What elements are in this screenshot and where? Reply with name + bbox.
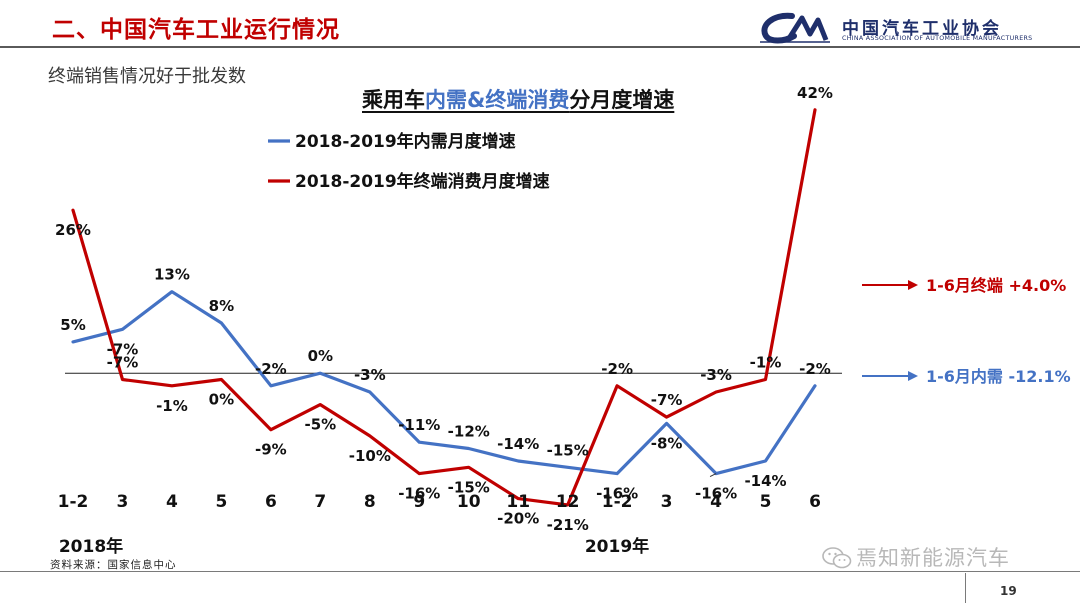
data-label-s1-1: -7% [107, 340, 139, 358]
data-label-s1-14: -14% [744, 472, 786, 490]
x-tick-label-11: 1-2 [602, 492, 633, 512]
logo-en-text: CHINA ASSOCIATION OF AUTOMOBILE MANUFACT… [842, 35, 1033, 42]
wechat-icon [822, 547, 852, 569]
x-tick-label-4: 6 [265, 492, 277, 512]
data-label-s2-2: -1% [156, 397, 188, 415]
logo-mark-icon [760, 12, 830, 44]
logo: 中国汽车工业协会 CHINA ASSOCIATION OF AUTOMOBILE… [758, 12, 1048, 44]
x-tick-label-12: 3 [661, 492, 673, 512]
data-label-s1-7: -11% [398, 416, 440, 434]
data-label-s1-4: -2% [255, 360, 287, 378]
data-label-s1-8: -12% [448, 422, 490, 440]
x-tick-label-10: 12 [556, 492, 580, 512]
annotation-text-2: 1-6月内需 -12.1% [926, 367, 1071, 386]
x-tick-label-7: 9 [413, 492, 425, 512]
data-label-s2-8: -15% [448, 478, 490, 496]
legend-label-2: 2018-2019年终端消费月度增速 [295, 171, 550, 192]
x-tick-label-3: 5 [215, 492, 227, 512]
year-label-2018: 2018年 [59, 536, 123, 557]
x-tick-label-1: 3 [117, 492, 129, 512]
x-tick-label-8: 10 [457, 492, 481, 512]
logo-cn-text: 中国汽车工业协会 [842, 19, 1002, 39]
chart-title-part-2: 内需&终端消费 [425, 88, 570, 112]
data-label-s2-7: -16% [398, 485, 440, 503]
data-label-s2-14: -1% [750, 353, 782, 371]
leader-line [709, 473, 717, 478]
legend-label-1: 2018-2019年内需月度增速 [295, 131, 516, 152]
header-rule [0, 46, 1080, 48]
footer-separator [965, 573, 966, 603]
series-line-1 [71, 290, 817, 476]
watermark: 焉知新能源汽车 [822, 542, 1010, 572]
annotation-arrow-head-1 [908, 280, 918, 290]
subtitle: 终端销售情况好于批发数 [48, 66, 246, 87]
data-label-s2-13: -3% [700, 366, 732, 384]
data-label-s1-6: -3% [354, 366, 386, 384]
data-label-s2-12: -7% [651, 391, 683, 409]
x-tick-label-0: 1-2 [58, 492, 89, 512]
data-label-s2-10: -21% [547, 516, 589, 534]
data-label-s2-1: -7% [107, 353, 139, 371]
data-label-s2-5: -5% [304, 416, 336, 434]
chart-title-part-3: 分月度增速 [569, 88, 675, 112]
data-label-s2-6: -10% [349, 447, 391, 465]
data-label-s1-11: -16% [596, 485, 638, 503]
data-label-s1-12: -8% [651, 434, 683, 452]
data-label-s1-0: 5% [60, 316, 85, 334]
chart-title-part-1: 乘用车 [362, 88, 425, 112]
footer-source: 资料来源：国家信息中心 [50, 559, 177, 571]
page-number: 19 [1000, 584, 1017, 598]
annotation-arrow-head-2 [908, 371, 918, 381]
data-label-s2-3: 0% [209, 390, 234, 408]
watermark-text: 焉知新能源汽车 [856, 546, 1010, 570]
data-label-s1-15: -2% [799, 360, 831, 378]
x-tick-label-2: 4 [166, 492, 178, 512]
footer-rule [0, 571, 1080, 572]
x-tick-label-9: 11 [506, 492, 530, 512]
data-label-s2-9: -20% [497, 510, 539, 528]
year-label-2019: 2019年 [585, 536, 649, 557]
data-label-s1-10: -15% [547, 441, 589, 459]
data-label-s1-9: -14% [497, 435, 539, 453]
x-tick-label-13: 4 [710, 492, 722, 512]
data-label-s2-11: -2% [601, 360, 633, 378]
x-tick-label-14: 5 [760, 492, 772, 512]
data-label-s1-5: 0% [308, 347, 333, 365]
data-label-s1-2: 13% [154, 266, 190, 284]
data-label-s2-15: 42% [797, 84, 833, 102]
chart-title: 乘用车内需&终端消费分月度增速 [362, 84, 674, 114]
annotation-text-1: 1-6月终端 +4.0% [926, 276, 1066, 295]
x-tick-label-6: 8 [364, 492, 376, 512]
series-line-2 [71, 108, 817, 507]
x-tick-label-5: 7 [314, 492, 326, 512]
x-tick-label-15: 6 [809, 492, 821, 512]
data-label-s1-13: -16% [695, 485, 737, 503]
data-label-s1-3: 8% [209, 297, 234, 315]
header-title: 二、中国汽车工业运行情况 [52, 17, 340, 43]
data-label-s2-0: 26% [55, 221, 91, 239]
data-label-s2-4: -9% [255, 441, 287, 459]
